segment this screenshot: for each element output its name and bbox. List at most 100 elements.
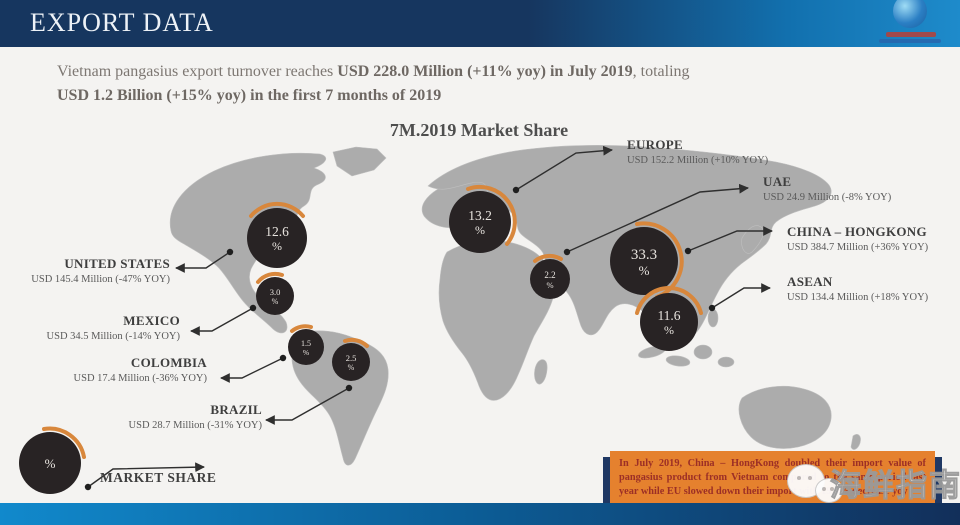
callout-uae: UAE USD 24.9 Million (-8% YOY) bbox=[763, 174, 891, 203]
subtitle-plain-1: Vietnam pangasius export turnover reache… bbox=[57, 63, 338, 80]
callout-brazil-name: BRAZIL bbox=[210, 402, 262, 417]
callout-china-name: CHINA – HONGKONG bbox=[787, 224, 927, 239]
bubble-colombia bbox=[288, 329, 324, 365]
bubble-asean-pct: % bbox=[664, 323, 674, 337]
callout-colombia-name: COLOMBIA bbox=[130, 355, 207, 370]
connector-dot-europe bbox=[512, 186, 520, 194]
connector-dot-mexico bbox=[249, 304, 257, 312]
callout-europe: EUROPE USD 152.2 Million (+10% YOY) bbox=[627, 137, 768, 166]
bubble-china bbox=[610, 227, 678, 295]
subtitle-bold-1: USD 228.0 Million (+11% yoy) in July 201… bbox=[337, 63, 633, 80]
bubble-mexico bbox=[256, 277, 294, 315]
legend-bubble-symbol: % bbox=[45, 456, 56, 471]
callout-colombia: COLOMBIA USD 17.4 Million (-36% YOY) bbox=[57, 355, 207, 384]
connector-europe bbox=[515, 145, 613, 191]
note-text: In July 2019, China – HongKong doubled t… bbox=[619, 458, 926, 497]
new-guinea-shape bbox=[717, 356, 735, 368]
connector-colombia bbox=[220, 357, 284, 383]
connector-asean bbox=[711, 283, 771, 309]
connector-china bbox=[687, 226, 773, 252]
connector-legend bbox=[87, 462, 205, 488]
callout-us: UNITED STATES USD 145.4 Million (-47% YO… bbox=[10, 256, 170, 285]
bottom-accent-bar bbox=[0, 503, 960, 525]
africa-shape bbox=[438, 240, 555, 401]
callout-us-detail: USD 145.4 Million (-47% YOY) bbox=[31, 274, 170, 285]
bubble-us-value: 12.6 bbox=[265, 224, 289, 239]
connector-dot-asean bbox=[708, 304, 716, 312]
arc-europe bbox=[466, 185, 517, 246]
bubble-mexico-value: 3.0 bbox=[270, 287, 281, 297]
bubble-uae-pct: % bbox=[546, 280, 553, 290]
chart-title: 7M.2019 Market Share bbox=[389, 120, 569, 140]
callout-europe-detail: USD 152.2 Million (+10% YOY) bbox=[627, 155, 769, 166]
callout-mexico-detail: USD 34.5 Million (-14% YOY) bbox=[46, 331, 180, 342]
connector-dot-colombia bbox=[279, 354, 287, 362]
arc-legend bbox=[42, 426, 86, 459]
market-share-bubbles: 12.6 % 13.2 % 2.2 % 33.3 % 11.6 % 3 bbox=[19, 185, 703, 494]
bubble-brazil-pct: % bbox=[348, 363, 355, 372]
bubble-brazil-value: 2.5 bbox=[346, 353, 357, 363]
philippines-shape bbox=[707, 308, 719, 328]
subtitle-bold-2: USD 1.2 Billion (+15% yoy) in the first … bbox=[57, 87, 442, 104]
callout-mexico-name: MEXICO bbox=[123, 313, 180, 328]
japan-shape bbox=[741, 225, 764, 254]
callout-asean-name: ASEAN bbox=[787, 274, 833, 289]
arc-colombia bbox=[290, 324, 313, 333]
legend-label: MARKET SHARE bbox=[100, 470, 217, 485]
connector-dot-brazil bbox=[345, 384, 353, 392]
bubble-colombia-value: 1.5 bbox=[301, 339, 311, 348]
madagascar-shape bbox=[534, 359, 548, 385]
slide-subtitle: Vietnam pangasius export turnover reache… bbox=[57, 60, 917, 108]
connector-dot-legend bbox=[84, 483, 92, 491]
arc-brazil bbox=[343, 337, 369, 348]
logo-text-line-blue bbox=[879, 39, 941, 43]
callout-brazil: BRAZIL USD 28.7 Million (-31% YOY) bbox=[110, 402, 262, 431]
callout-china-detail: USD 384.7 Million (+36% YOY) bbox=[787, 242, 929, 253]
bubble-us bbox=[247, 208, 307, 268]
bubble-mexico-pct: % bbox=[272, 297, 279, 306]
arc-uae bbox=[533, 253, 563, 263]
bubble-uae-value: 2.2 bbox=[544, 270, 555, 280]
arc-us bbox=[249, 201, 305, 218]
callout-uae-name: UAE bbox=[763, 174, 792, 189]
java-shape bbox=[665, 355, 691, 367]
borneo-shape bbox=[693, 344, 713, 360]
connector-mexico bbox=[190, 307, 254, 336]
callout-us-name: UNITED STATES bbox=[64, 256, 170, 271]
logo-text-line-red bbox=[886, 32, 936, 37]
callout-mexico: MEXICO USD 34.5 Million (-14% YOY) bbox=[30, 313, 180, 342]
bubble-uae bbox=[530, 259, 570, 299]
callout-uae-detail: USD 24.9 Million (-8% YOY) bbox=[763, 192, 892, 203]
arc-asean bbox=[635, 286, 703, 315]
callout-china: CHINA – HONGKONG USD 384.7 Million (+36%… bbox=[787, 224, 928, 253]
bubble-europe bbox=[449, 191, 511, 253]
bubble-asean bbox=[640, 293, 698, 351]
callout-connectors bbox=[84, 145, 773, 491]
callout-asean-detail: USD 134.4 Million (+18% YOY) bbox=[787, 292, 929, 303]
connector-dot-uae bbox=[563, 248, 571, 256]
bubble-europe-pct: % bbox=[475, 223, 485, 237]
bubble-europe-value: 13.2 bbox=[468, 208, 492, 223]
bubble-colombia-pct: % bbox=[303, 348, 309, 357]
bubble-brazil bbox=[332, 343, 370, 381]
bubble-us-pct: % bbox=[272, 239, 282, 253]
australia-shape bbox=[738, 385, 832, 449]
subtitle-plain-2: , totaling bbox=[632, 63, 690, 80]
connector-brazil bbox=[265, 387, 350, 425]
header-bar: EXPORT DATA bbox=[0, 0, 960, 47]
bubble-asean-value: 11.6 bbox=[657, 308, 680, 323]
callout-asean: ASEAN USD 134.4 Million (+18% YOY) bbox=[787, 274, 928, 303]
greenland-shape bbox=[332, 146, 387, 177]
connector-dot-china bbox=[684, 247, 692, 255]
company-globe-logo bbox=[893, 0, 927, 28]
connector-us bbox=[175, 251, 231, 273]
callout-brazil-detail: USD 28.7 Million (-31% YOY) bbox=[128, 420, 262, 431]
connector-dot-us bbox=[226, 248, 234, 256]
callout-europe-name: EUROPE bbox=[627, 137, 683, 152]
page-title: EXPORT DATA bbox=[30, 8, 214, 37]
bubble-china-value: 33.3 bbox=[631, 247, 657, 263]
connector-uae bbox=[566, 183, 749, 253]
bubble-china-pct: % bbox=[639, 263, 650, 278]
